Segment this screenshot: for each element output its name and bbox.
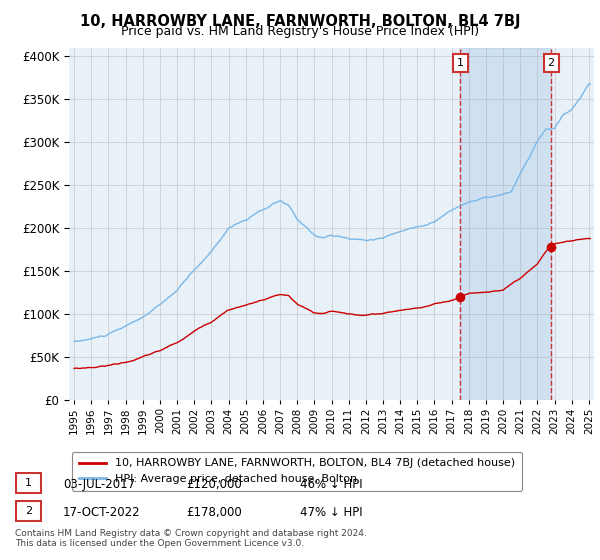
Text: 46% ↓ HPI: 46% ↓ HPI xyxy=(300,478,362,491)
Text: 2: 2 xyxy=(548,58,554,68)
FancyBboxPatch shape xyxy=(16,501,41,521)
FancyBboxPatch shape xyxy=(16,473,41,493)
Text: 1: 1 xyxy=(457,58,464,68)
Text: 2: 2 xyxy=(25,506,32,516)
Bar xyxy=(460,48,551,400)
Text: 17-OCT-2022: 17-OCT-2022 xyxy=(63,506,140,519)
Legend: 10, HARROWBY LANE, FARNWORTH, BOLTON, BL4 7BJ (detached house), HPI: Average pri: 10, HARROWBY LANE, FARNWORTH, BOLTON, BL… xyxy=(72,452,522,491)
Text: 1: 1 xyxy=(25,478,32,488)
Text: 10, HARROWBY LANE, FARNWORTH, BOLTON, BL4 7BJ: 10, HARROWBY LANE, FARNWORTH, BOLTON, BL… xyxy=(80,14,520,29)
Text: 03-JUL-2017: 03-JUL-2017 xyxy=(63,478,135,491)
Point xyxy=(455,293,465,302)
Text: 47% ↓ HPI: 47% ↓ HPI xyxy=(300,506,362,519)
Text: Price paid vs. HM Land Registry's House Price Index (HPI): Price paid vs. HM Land Registry's House … xyxy=(121,25,479,38)
Text: £178,000: £178,000 xyxy=(186,506,242,519)
Point xyxy=(547,242,556,251)
Text: £120,000: £120,000 xyxy=(186,478,242,491)
Text: Contains HM Land Registry data © Crown copyright and database right 2024.
This d: Contains HM Land Registry data © Crown c… xyxy=(15,529,367,548)
